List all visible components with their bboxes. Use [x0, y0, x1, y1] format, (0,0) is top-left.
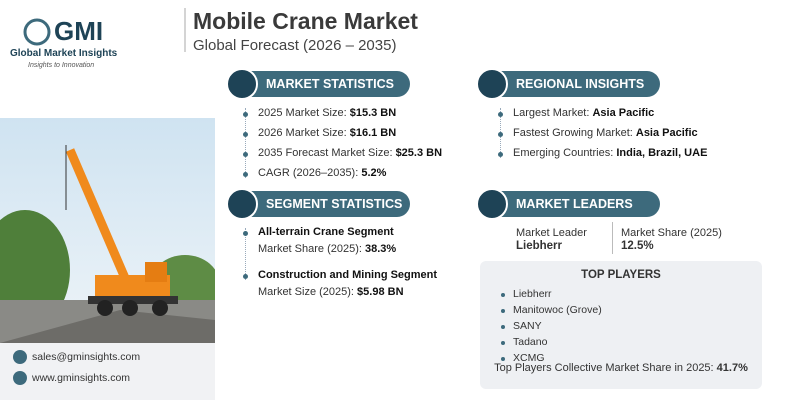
top-players-box [480, 261, 762, 389]
leader: Liebherr [516, 240, 563, 252]
collective: Top Players Collective Market Share in 2… [480, 362, 762, 374]
section-header: REGIONAL INSIGHTS [476, 68, 660, 100]
stat-item: Market Size (2025): $5.98 BN [258, 286, 404, 298]
website: www.gminsights.com [32, 372, 131, 384]
segment-name: Construction and Mining Segment [258, 269, 438, 281]
stat-item: 2025 Market Size: $15.3 BN [258, 107, 396, 119]
tagline: Insights to Innovation [28, 62, 95, 69]
stat-value: $25.3 BN [395, 147, 443, 159]
bullet [501, 341, 505, 345]
collective-label: Top Players Collective Market Share in 2… [494, 362, 717, 374]
collective-value: 41.7% [716, 362, 748, 374]
stat-value: 5.2% [361, 167, 387, 179]
bullet [501, 293, 505, 297]
share-label: Market Share (2025) [621, 227, 722, 239]
stat-label: Largest Market: [513, 107, 593, 119]
logo: GMI [54, 16, 104, 46]
connector [245, 228, 246, 280]
stat-value: Asia Pacific [592, 107, 655, 119]
player: Manitowoc (Grove) [513, 304, 602, 316]
bullet [498, 112, 503, 117]
leader-label: Market Leader [516, 227, 587, 239]
stat-label: 2025 Market Size: [258, 107, 350, 119]
stat-label: CAGR (2026–2035): [258, 167, 362, 179]
section-header: MARKET LEADERS [476, 188, 660, 220]
section-title: MARKET LEADERS [516, 197, 633, 211]
stat-value: 38.3% [365, 243, 397, 255]
bullet [498, 132, 503, 137]
subtitle: Global Forecast (2026 – 2035) [193, 37, 397, 54]
section-title: SEGMENT STATISTICS [266, 197, 403, 211]
stat-value: India, Brazil, UAE [616, 147, 708, 159]
player: XCMG [513, 352, 545, 364]
stat-value: $5.98 BN [357, 286, 404, 298]
bullet [243, 231, 248, 236]
section-header: SEGMENT STATISTICS [226, 188, 410, 220]
connector [245, 108, 246, 178]
stat-item: Emerging Countries: India, Brazil, UAE [513, 147, 707, 159]
stat-item: Market Share (2025): 38.3% [258, 243, 396, 255]
section-header: MARKET STATISTICS [226, 68, 410, 100]
stat-label: 2026 Market Size: [258, 127, 350, 139]
divider [612, 222, 613, 254]
player: Liebherr [513, 288, 552, 300]
side-illustration [0, 8, 215, 400]
bullet [243, 132, 248, 137]
stat-label: Market Size (2025): [258, 286, 358, 298]
company: Global Market Insights [10, 48, 118, 59]
bullet [501, 357, 505, 361]
stat-label: Fastest Growing Market: [513, 127, 636, 139]
bullet [498, 152, 503, 157]
stat-item: CAGR (2026–2035): 5.2% [258, 167, 386, 179]
bullet [243, 152, 248, 157]
stat-item: 2026 Market Size: $16.1 BN [258, 127, 396, 139]
stat-value: Asia Pacific [635, 127, 698, 139]
bullet [243, 172, 248, 177]
bullet [243, 274, 248, 279]
segment-name: All-terrain Crane Segment [258, 226, 394, 238]
bullet [243, 112, 248, 117]
top-players-title: TOP PLAYERS [581, 269, 661, 281]
player: SANY [513, 320, 542, 332]
bullet [501, 309, 505, 313]
stat-label: Market Share (2025): [258, 243, 365, 255]
stat-value: $15.3 BN [349, 107, 397, 119]
stat-label: Emerging Countries: [513, 147, 617, 159]
email: sales@gminsights.com [32, 351, 141, 363]
title: Mobile Crane Market [193, 8, 418, 34]
stat-item: 2035 Forecast Market Size: $25.3 BN [258, 147, 442, 159]
share: 12.5% [621, 240, 654, 252]
player: Tadano [513, 336, 548, 348]
section-title: REGIONAL INSIGHTS [516, 77, 645, 91]
stat-value: $16.1 BN [349, 127, 397, 139]
stat-label: 2035 Forecast Market Size: [258, 147, 396, 159]
section-title: MARKET STATISTICS [266, 77, 395, 91]
stat-item: Largest Market: Asia Pacific [513, 107, 654, 119]
bullet [501, 325, 505, 329]
stat-item: Fastest Growing Market: Asia Pacific [513, 127, 698, 139]
